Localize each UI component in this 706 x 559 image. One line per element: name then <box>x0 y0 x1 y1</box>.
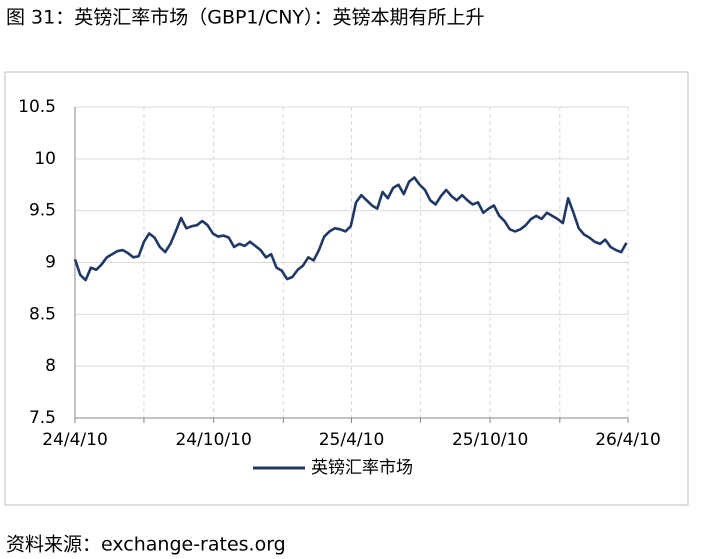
y-tick-label: 7.5 <box>29 408 56 428</box>
x-tick-label: 24/10/10 <box>175 430 251 450</box>
y-tick-label: 10.5 <box>18 97 56 117</box>
y-tick-label: 9.5 <box>29 201 56 221</box>
legend-label: 英镑汇率市场 <box>311 458 413 478</box>
x-tick-label: 25/4/10 <box>319 430 385 450</box>
y-tick-label: 8.5 <box>29 304 56 324</box>
x-tick-label: 25/10/10 <box>452 430 528 450</box>
y-tick-label: 10 <box>34 149 56 169</box>
y-tick-label: 9 <box>45 253 56 273</box>
chart-title: 图 31：英镑汇率市场（GBP1/CNY）：英镑本期有所上升 <box>6 7 485 29</box>
x-tick-label: 26/4/10 <box>595 430 661 450</box>
source-note: 资料来源：exchange-rates.org <box>6 534 286 556</box>
y-tick-label: 8 <box>45 356 56 376</box>
data-line <box>73 176 628 282</box>
chart-frame <box>4 71 689 506</box>
x-tick-label: 24/4/10 <box>42 430 108 450</box>
